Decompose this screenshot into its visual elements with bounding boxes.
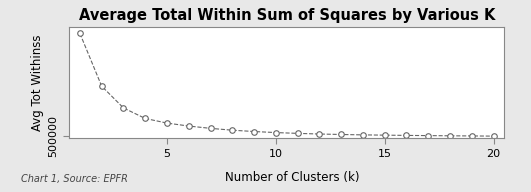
Title: Average Total Within Sum of Squares by Various K: Average Total Within Sum of Squares by V… <box>79 8 495 23</box>
Y-axis label: Avg Tot Withinss: Avg Tot Withinss <box>31 34 45 131</box>
Text: Number of Clusters (k): Number of Clusters (k) <box>225 171 359 184</box>
Text: Chart 1, Source: EPFR: Chart 1, Source: EPFR <box>21 174 128 184</box>
